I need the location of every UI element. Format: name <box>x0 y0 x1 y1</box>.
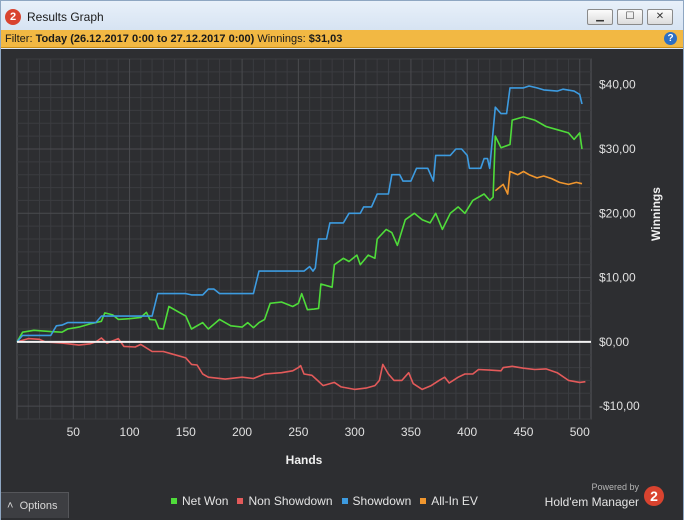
legend-item[interactable]: Non Showdown <box>237 494 333 508</box>
holdem-manager-logo-icon: 2 <box>644 486 664 506</box>
title-bar[interactable]: 2 Results Graph ▁ ☐ ✕ <box>1 1 683 31</box>
close-button[interactable]: ✕ <box>647 9 673 25</box>
x-tick-label: 450 <box>513 425 533 439</box>
series-line-showdown <box>16 85 583 343</box>
brand-name: Hold'em Manager <box>544 495 639 509</box>
legend-label: Net Won <box>182 494 229 508</box>
winnings-label: Winnings: <box>257 33 306 45</box>
filter-prefix: Filter: <box>5 33 33 45</box>
maximize-button[interactable]: ☐ <box>617 9 643 25</box>
y-tick-label: -$10,00 <box>599 399 640 413</box>
y-tick-label: $30,00 <box>599 142 636 156</box>
legend-label: Non Showdown <box>248 494 333 508</box>
legend-item[interactable]: Net Won <box>171 494 228 508</box>
x-tick-label: 300 <box>345 425 365 439</box>
x-tick-label: 400 <box>457 425 477 439</box>
x-tick-label: 500 <box>570 425 590 439</box>
legend-item[interactable]: All-In EV <box>420 494 478 508</box>
x-tick-label: 100 <box>120 425 140 439</box>
y-tick-label: $10,00 <box>599 271 636 285</box>
x-tick-label: 250 <box>288 425 308 439</box>
y-axis-title: Winnings <box>649 187 663 241</box>
x-tick-label: 200 <box>232 425 252 439</box>
window-title: Results Graph <box>27 10 104 24</box>
chart-panel: 50 100 150 200 250 300 350 400 450 500 -$10,00 $0,0… <box>1 49 683 520</box>
series-line-net-won <box>16 116 583 343</box>
filter-range: Today (26.12.2017 0:00 to 27.12.2017 0:0… <box>35 33 255 45</box>
legend-swatch <box>237 498 244 504</box>
winnings-value: $31,03 <box>308 33 343 45</box>
legend-item[interactable]: Showdown <box>341 494 412 508</box>
powered-by-text: Powered by <box>591 482 639 492</box>
y-tick-label: $20,00 <box>599 206 636 220</box>
results-chart: 50 100 150 200 250 300 350 400 450 500 -$10,00 $0,0… <box>16 58 663 467</box>
legend-label: Showdown <box>352 494 412 508</box>
legend-swatch <box>341 498 348 504</box>
options-button[interactable]: ˄ Options <box>1 492 69 518</box>
legend-label: All-In EV <box>431 494 478 508</box>
legend-swatch <box>420 498 427 504</box>
app-logo-icon: 2 <box>5 9 21 25</box>
series-line-non-showdown <box>16 337 586 391</box>
x-tick-label: 50 <box>67 425 81 439</box>
legend-swatch <box>171 498 177 504</box>
y-tick-label: $0,00 <box>599 335 629 349</box>
x-tick-label: 350 <box>401 425 421 439</box>
chart-legend: Net Won Non Showdown Showdown All-In EV <box>171 494 487 508</box>
y-tick-label: $40,00 <box>599 78 636 92</box>
minimize-button[interactable]: ▁ <box>587 9 613 25</box>
chevron-up-icon: ˄ <box>7 500 14 512</box>
help-icon[interactable]: ? <box>664 32 677 45</box>
filter-bar: Filter: Today (26.12.2017 0:00 to 27.12.… <box>1 30 683 48</box>
series-line-all-in-ev <box>494 170 583 195</box>
x-axis-title: Hands <box>286 453 323 467</box>
x-tick-label: 150 <box>176 425 196 439</box>
options-label: Options <box>19 500 58 512</box>
